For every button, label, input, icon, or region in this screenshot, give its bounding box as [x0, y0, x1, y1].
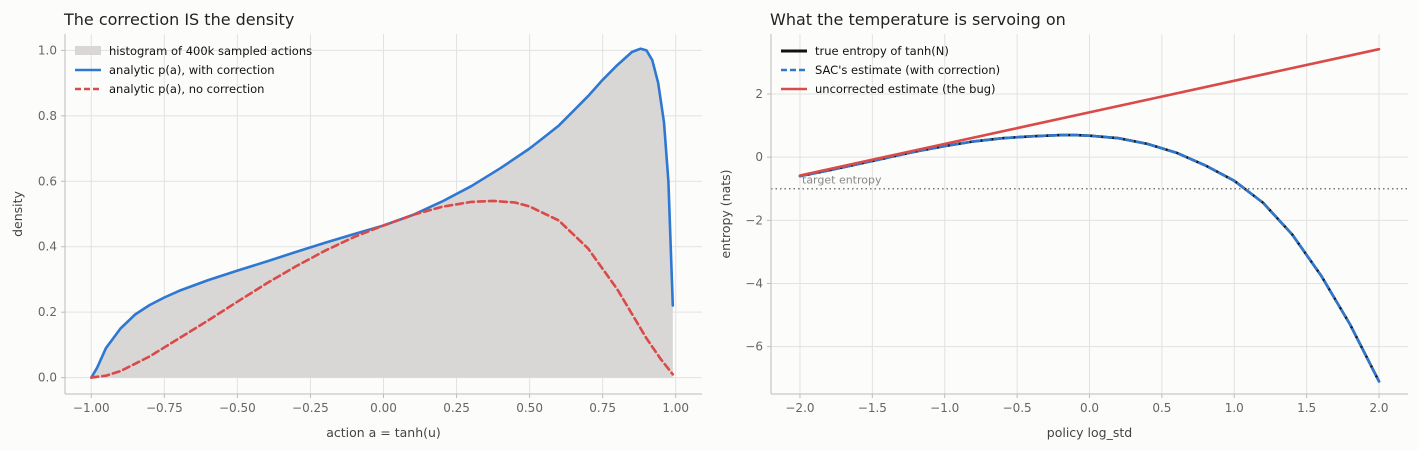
legend-label-2: analytic p(a), no correction [109, 82, 264, 96]
legend-swatch-0 [75, 46, 101, 55]
x-tick-label-6: 0.50 [516, 401, 543, 415]
y-tick-label-4: 0.8 [38, 109, 57, 123]
x-axis-label: policy log_std [1047, 425, 1132, 440]
x-tick-label-5: 0.25 [443, 401, 470, 415]
x-tick-label-7: 0.75 [589, 401, 616, 415]
y-tick-label-3: 0.6 [38, 174, 57, 188]
plot-area [90, 47, 675, 379]
series-line-1 [90, 47, 675, 379]
x-tick-label-2: −0.50 [219, 401, 256, 415]
chart-title: What the temperature is servoing on [770, 10, 1066, 29]
y-axis-label: density [10, 190, 25, 236]
legend-label-1: SAC's estimate (with correction) [815, 63, 1000, 77]
legend-label-2: uncorrected estimate (the bug) [815, 82, 996, 96]
x-tick-label-5: 0.5 [1152, 401, 1171, 415]
y-tick-label-5: 1.0 [38, 43, 57, 57]
series-line-2 [798, 47, 1381, 177]
x-tick-label-6: 1.0 [1225, 401, 1244, 415]
chart-title: The correction IS the density [63, 10, 294, 29]
x-tick-label-1: −1.5 [858, 401, 887, 415]
y-tick-label-2: 0.4 [38, 240, 57, 254]
x-tick-label-0: −2.0 [785, 401, 814, 415]
y-tick-label-1: −4 [745, 276, 763, 290]
y-tick-label-3: 0 [755, 150, 763, 164]
x-tick-label-3: −0.5 [1003, 401, 1032, 415]
series-area-0 [91, 48, 673, 378]
y-tick-label-1: 0.2 [38, 305, 57, 319]
y-axis-label: entropy (nats) [718, 169, 733, 258]
x-tick-label-2: −1.0 [930, 401, 959, 415]
legend-label-0: histogram of 400k sampled actions [109, 44, 312, 58]
y-tick-label-0: −6 [745, 340, 763, 354]
y-tick-label-2: −2 [745, 213, 763, 227]
x-tick-label-0: −1.00 [73, 401, 110, 415]
plot-area [771, 47, 1408, 383]
x-tick-label-1: −0.75 [146, 401, 183, 415]
x-tick-label-4: 0.00 [370, 401, 397, 415]
x-tick-label-8: 1.00 [662, 401, 689, 415]
x-tick-label-8: 2.0 [1369, 401, 1388, 415]
y-tick-label-4: 2 [755, 87, 763, 101]
x-tick-label-4: 0.0 [1080, 401, 1099, 415]
series-line-2 [90, 199, 675, 379]
x-axis-label: action a = tanh(u) [326, 425, 441, 440]
x-tick-label-3: −0.25 [292, 401, 329, 415]
legend-label-1: analytic p(a), with correction [109, 63, 275, 77]
right-chart: −2.0 −1.5 −1.0 −0.5 0.0 0.5 1.0 1.5 2.0 −6 −4 −2 0 2 W… [718, 10, 1408, 440]
x-tick-label-7: 1.5 [1297, 401, 1316, 415]
y-tick-label-0: 0.0 [38, 371, 57, 385]
legend-label-0: true entropy of tanh(N) [815, 44, 949, 58]
left-chart: −1.00 −0.75 −0.50 −0.25 0.00 0.25 0.50 0.75 1.00… [10, 10, 702, 440]
annotation-target-entropy: target entropy [802, 174, 882, 187]
